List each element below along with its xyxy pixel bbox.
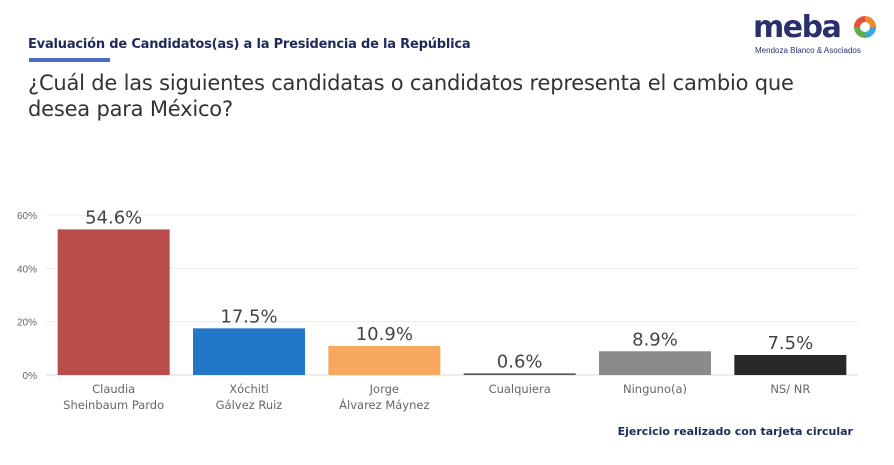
y-tick-label: 20%	[17, 318, 37, 329]
x-category-label: NS/ NR	[770, 382, 810, 396]
value-label: 7.5%	[767, 333, 813, 354]
value-label: 10.9%	[356, 324, 413, 345]
bar-chart: 0% 20% 40% 60% 54.6% Claudia Sheinbaum Pardo 1…	[17, 207, 858, 412]
y-tick-label: 40%	[17, 264, 37, 275]
grid-layer: 0% 20% 40% 60%	[17, 211, 858, 382]
meba-swirl-logo-icon	[854, 16, 876, 38]
value-label: 54.6%	[85, 207, 142, 228]
bar	[328, 345, 441, 375]
y-tick-label: 0%	[23, 371, 38, 382]
value-label: 0.6%	[497, 351, 543, 372]
x-category-label: Claudia Sheinbaum Pardo	[63, 382, 164, 412]
x-category-label: Xóchitl Gálvez Ruiz	[216, 382, 283, 412]
value-label: 8.9%	[632, 329, 678, 350]
value-label: 17.5%	[220, 306, 277, 327]
x-category-label: Cualquiera	[489, 382, 551, 396]
x-category-label: Jorge Álvarez Máynez	[339, 382, 429, 412]
y-tick-label: 60%	[17, 211, 37, 222]
bar	[734, 355, 847, 375]
bar	[193, 328, 305, 375]
title-underline	[29, 58, 110, 62]
bar	[599, 351, 711, 375]
bar-layer	[57, 229, 847, 375]
label-layer: 54.6% Claudia Sheinbaum Pardo 17.5% Xóchitl G…	[63, 207, 813, 412]
logo-name: meba	[753, 10, 842, 45]
x-category-label: Ninguno(a)	[623, 382, 687, 396]
bar	[57, 229, 170, 375]
meba-logo: meba Mendoza Blanco & Asociados	[750, 10, 880, 57]
logo-tagline: Mendoza Blanco & Asociados	[755, 46, 861, 55]
section-title: Evaluación de Candidatos(as) a la Presid…	[28, 37, 471, 52]
footnote: Ejercicio realizado con tarjeta circular	[617, 425, 853, 438]
question-title: ¿Cuál de las siguientes candidatas o can…	[28, 71, 794, 121]
bar	[463, 373, 576, 375]
